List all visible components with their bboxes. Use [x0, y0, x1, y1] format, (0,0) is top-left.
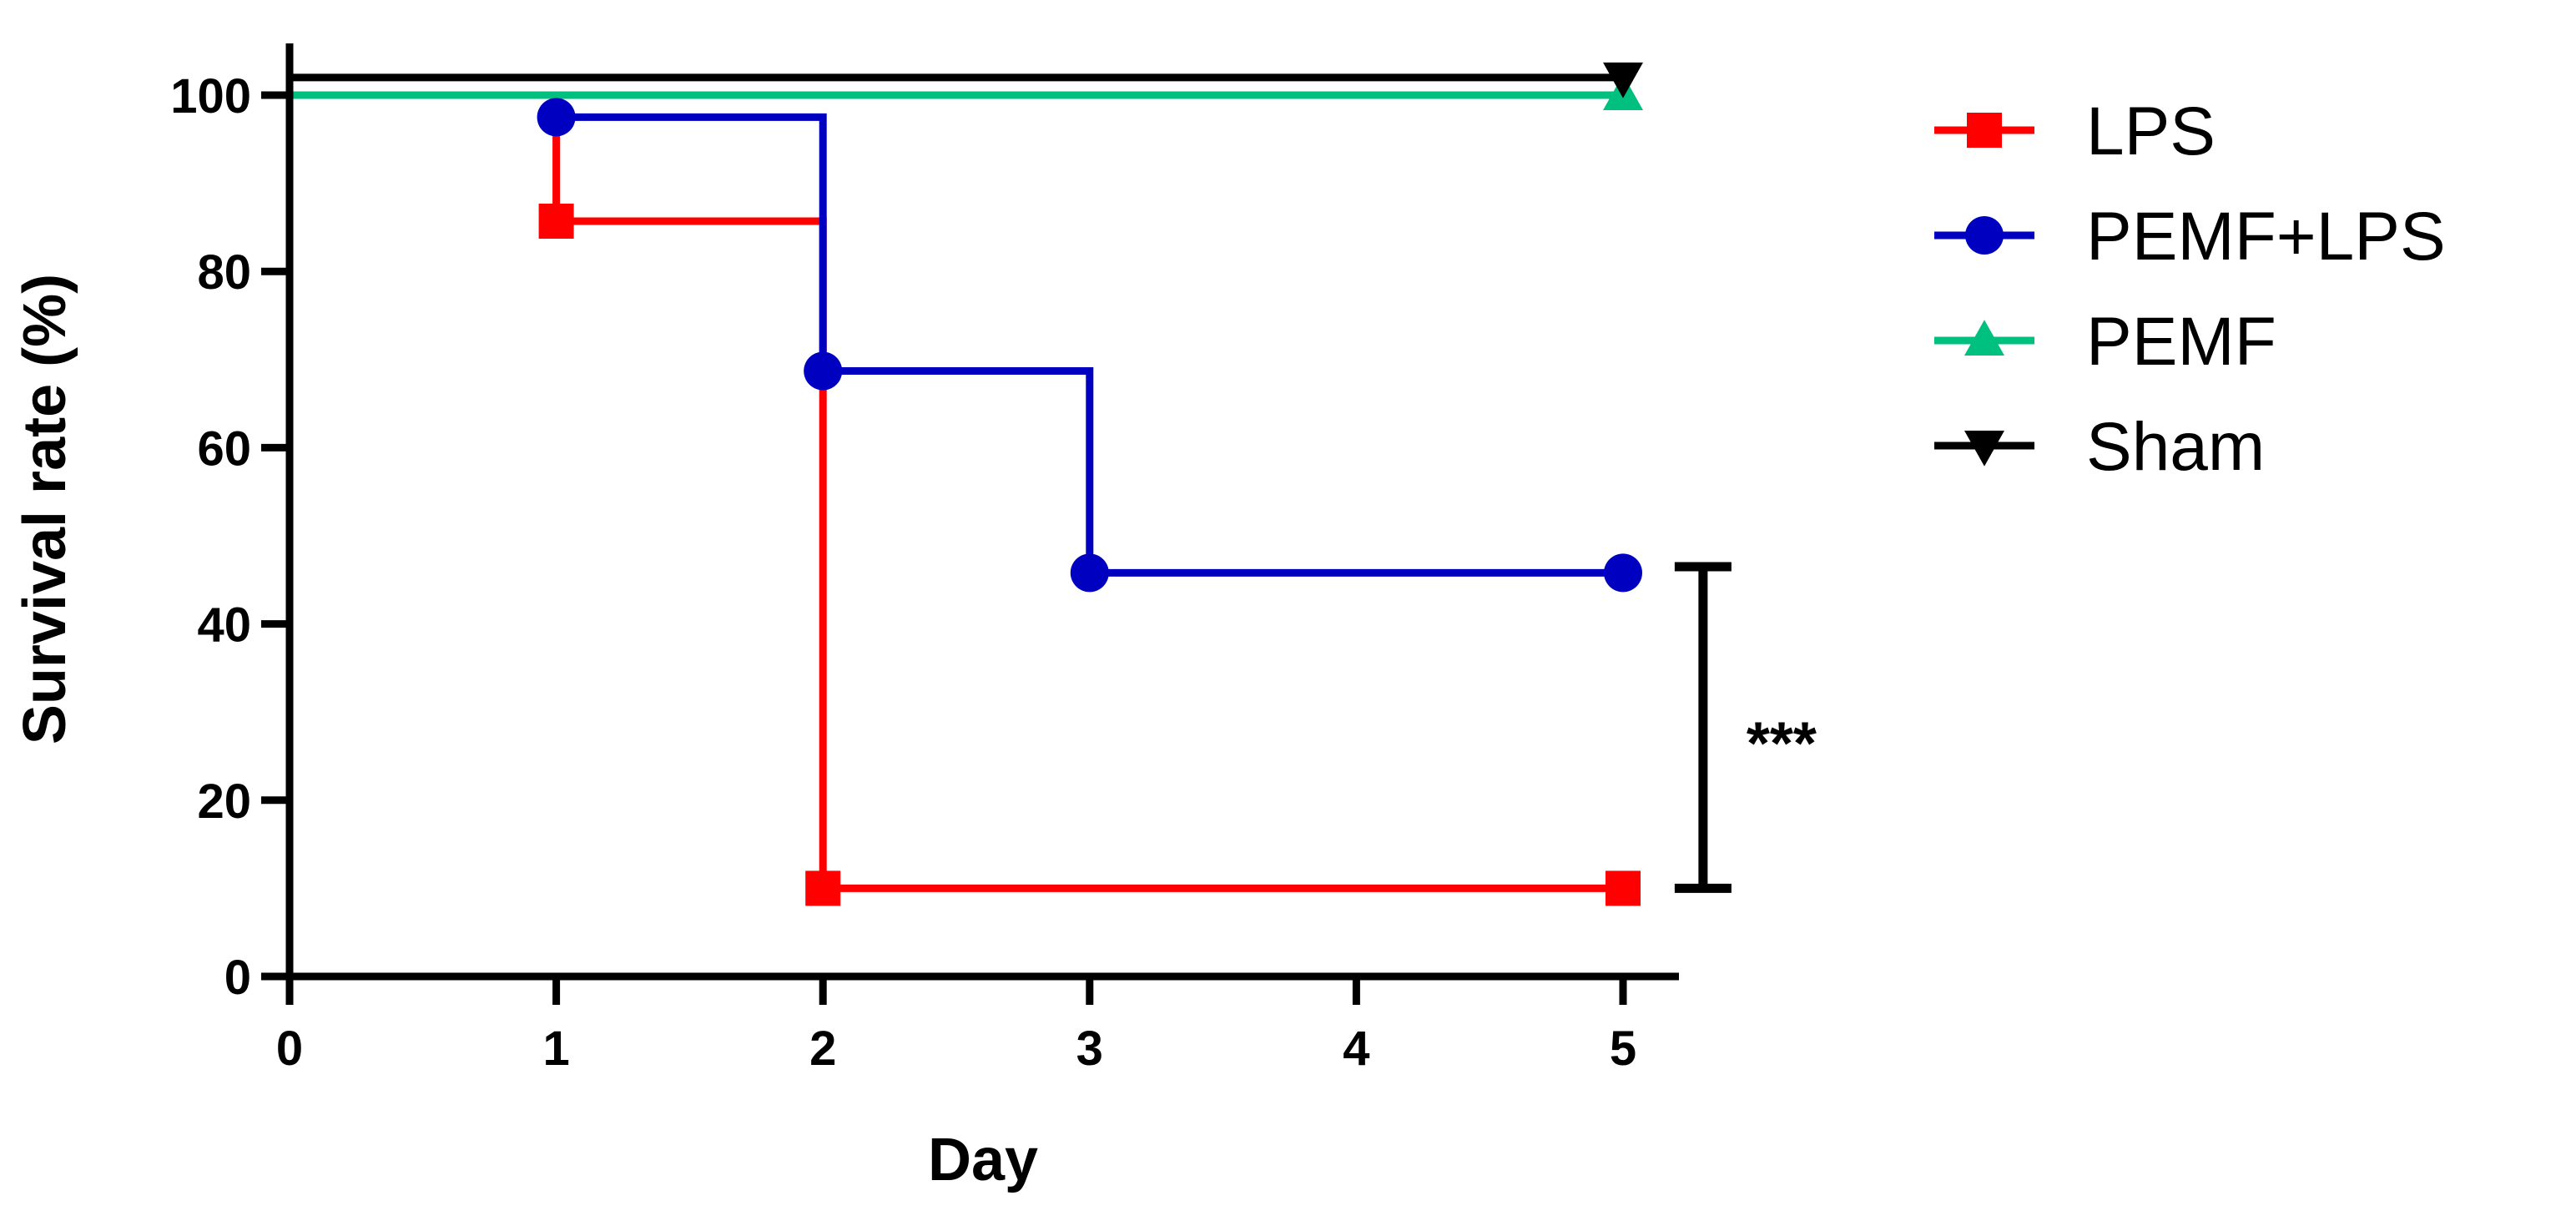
series-layer: [290, 62, 1643, 906]
y-tick-label-60: 60: [197, 421, 251, 476]
marker-sham-0: [1603, 62, 1643, 98]
x-tick-label-4: 4: [1343, 1022, 1369, 1076]
legend-label-lps: LPS: [2086, 93, 2216, 169]
legend-label-pemf-lps: PEMF+LPS: [2086, 199, 2446, 275]
marker-pemf-lps-0: [537, 98, 576, 137]
marker-pemf-lps-1: [804, 351, 843, 391]
marker-pemf-lps-3: [1604, 553, 1642, 593]
y-tick-label-0: 0: [224, 951, 251, 1005]
legend-marker-lps: [1967, 113, 2002, 148]
y-tick-label-80: 80: [197, 245, 251, 300]
legend-label-sham: Sham: [2086, 409, 2265, 485]
legend-layer: LPS PEMF+LPS PEMF Sham: [1934, 93, 2446, 485]
series-line-pemf-lps: [290, 91, 1623, 577]
x-tick-label-3: 3: [1076, 1022, 1103, 1076]
annotation-layer: ***: [1674, 562, 1817, 893]
x-tick-label-0: 0: [276, 1022, 303, 1076]
legend-label-pemf: PEMF: [2086, 304, 2276, 380]
legend-marker-sham: [1964, 431, 2004, 467]
significance-label: ***: [1747, 711, 1817, 778]
series-line-lps: [290, 91, 1623, 892]
legend-marker-pemf: [1964, 320, 2004, 356]
y-tick-label-40: 40: [197, 598, 251, 653]
x-axis-title: Day: [928, 1127, 1038, 1193]
tick-layer: 0 1 2 3 4 5 0 20 40 60 80 100: [170, 69, 1636, 1076]
axes-layer: [285, 43, 1679, 981]
legend-marker-pemf-lps: [1965, 216, 2004, 255]
y-tick-label-100: 100: [170, 69, 251, 124]
marker-pemf-lps-2: [1070, 553, 1109, 593]
marker-lps-1: [805, 870, 841, 906]
y-axis-title: Survival rate (%): [12, 274, 78, 744]
x-tick-label-2: 2: [809, 1022, 836, 1076]
marker-lps-0: [538, 204, 574, 240]
y-tick-label-20: 20: [197, 774, 251, 829]
marker-lps-2: [1606, 870, 1641, 906]
x-tick-label-5: 5: [1610, 1022, 1636, 1076]
x-tick-label-1: 1: [542, 1022, 569, 1076]
